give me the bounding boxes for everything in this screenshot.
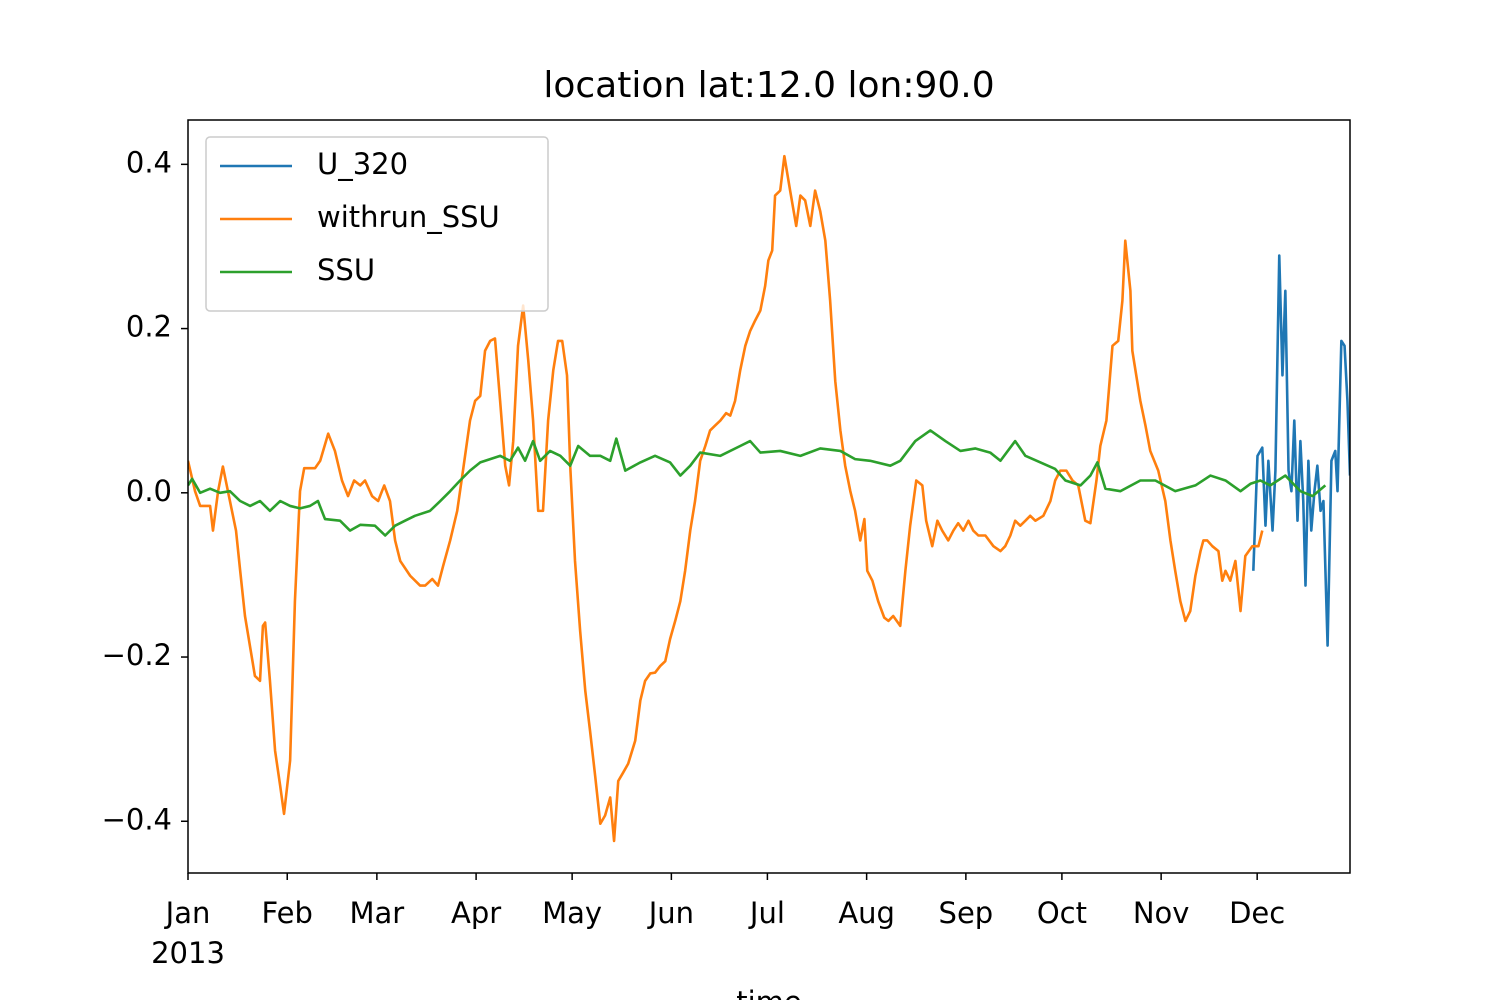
x-tick-label: Aug	[838, 896, 895, 930]
x-tick-label: Sep	[939, 896, 994, 930]
data-line	[1252, 254, 1350, 647]
data-line	[188, 154, 1264, 843]
x-tick-label: Jun	[647, 896, 694, 930]
legend-box	[205, 136, 549, 312]
plot-frame	[187, 119, 1351, 874]
legend-label: withrun_SSU	[317, 200, 500, 234]
y-tick-label: −0.4	[102, 802, 172, 836]
legend-label: SSU	[317, 253, 375, 287]
y-tick-label: 0.0	[126, 474, 172, 508]
x-tick-label: Mar	[350, 896, 405, 930]
y-tick-label: 0.2	[126, 310, 172, 344]
data-line	[188, 429, 1327, 537]
x-tick-label: Apr	[451, 896, 501, 930]
x-tick-label: Oct	[1037, 896, 1087, 930]
x-offset-label: 2013	[151, 936, 225, 970]
x-tick-label: Jan	[164, 896, 211, 930]
y-tick-label: −0.2	[102, 638, 172, 672]
x-tick-label: Feb	[262, 896, 313, 930]
y-tick-label: 0.4	[126, 145, 172, 179]
chart-title: location lat:12.0 lon:90.0	[543, 65, 994, 106]
x-tick-label: May	[542, 896, 602, 930]
x-tick-label: Jul	[748, 896, 785, 930]
x-tick-label: Nov	[1133, 896, 1190, 930]
legend-label: U_320	[317, 147, 408, 181]
x-axis-label: time	[736, 985, 802, 1000]
x-tick-label: Dec	[1229, 896, 1285, 930]
